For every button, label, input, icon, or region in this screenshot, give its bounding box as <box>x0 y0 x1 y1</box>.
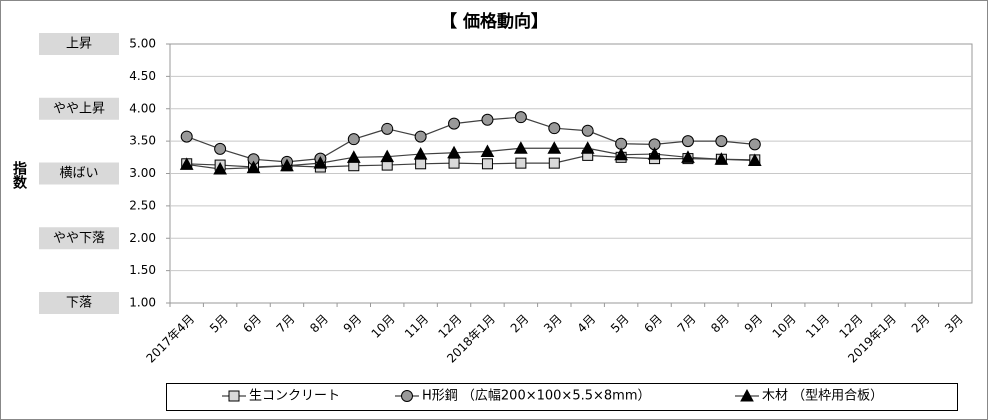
data-point <box>347 133 360 146</box>
y-tick-label: 4.00 <box>129 101 156 115</box>
series-line <box>186 147 755 170</box>
level-label: 下落 <box>66 296 92 311</box>
legend-marker <box>740 388 754 402</box>
data-point <box>313 156 328 169</box>
y-tick-label: 5.00 <box>129 37 156 51</box>
data-point <box>213 161 227 175</box>
chart-title: 【 価格動向】 <box>440 11 548 32</box>
data-point <box>615 137 628 150</box>
y-tick-label: 4.50 <box>129 69 156 83</box>
level-label: やや下落 <box>53 231 105 246</box>
data-point <box>447 145 461 159</box>
data-point <box>647 147 662 160</box>
level-label-box <box>39 97 119 120</box>
data-point <box>413 147 428 160</box>
data-point <box>548 122 561 135</box>
data-point <box>581 124 594 137</box>
data-point <box>514 141 528 154</box>
level-label-box <box>39 227 119 250</box>
data-point <box>548 157 560 169</box>
data-point <box>180 130 193 143</box>
level-label-box <box>39 33 119 55</box>
data-point <box>481 113 494 126</box>
data-point <box>179 157 194 170</box>
data-point <box>681 135 694 148</box>
data-point <box>214 142 227 155</box>
data-point <box>614 147 628 161</box>
data-point <box>448 117 461 130</box>
level-label: 上昇 <box>66 37 92 52</box>
y-axis-label: 指数 <box>11 160 27 190</box>
y-tick-label: 1.00 <box>129 296 156 310</box>
level-label-box <box>39 162 119 185</box>
y-tick-label: 3.00 <box>129 166 156 180</box>
data-point <box>748 138 761 151</box>
legend-box <box>166 383 958 411</box>
data-point <box>346 150 361 163</box>
data-point <box>515 157 527 169</box>
data-point <box>280 158 294 172</box>
legend-marker <box>228 390 240 402</box>
data-point <box>714 152 729 165</box>
data-point <box>681 150 695 163</box>
data-point <box>414 130 427 143</box>
data-point <box>246 160 261 174</box>
data-point <box>381 122 394 135</box>
y-tick-label: 1.50 <box>129 263 156 277</box>
legend-label: H形鋼 （広幅200×100×5.5×8mm） <box>422 389 650 404</box>
data-point <box>580 141 595 154</box>
data-point <box>747 153 762 167</box>
legend-marker <box>401 390 413 402</box>
data-point <box>547 141 562 154</box>
data-point <box>514 111 527 124</box>
level-label: やや上昇 <box>53 101 105 116</box>
legend-label: 木材 （型枠用合板） <box>762 389 883 404</box>
data-point <box>448 157 460 169</box>
y-tick-label: 2.50 <box>129 198 156 212</box>
data-point <box>380 149 395 163</box>
y-tick-label: 2.00 <box>129 231 156 245</box>
data-point <box>415 158 427 170</box>
legend-label: 生コンクリート <box>249 389 340 404</box>
y-tick-label: 3.50 <box>129 134 156 148</box>
data-point <box>480 144 495 157</box>
data-point <box>715 135 728 148</box>
level-label: 横ばい <box>59 166 98 181</box>
level-label-box <box>39 292 119 314</box>
data-point <box>481 158 493 170</box>
